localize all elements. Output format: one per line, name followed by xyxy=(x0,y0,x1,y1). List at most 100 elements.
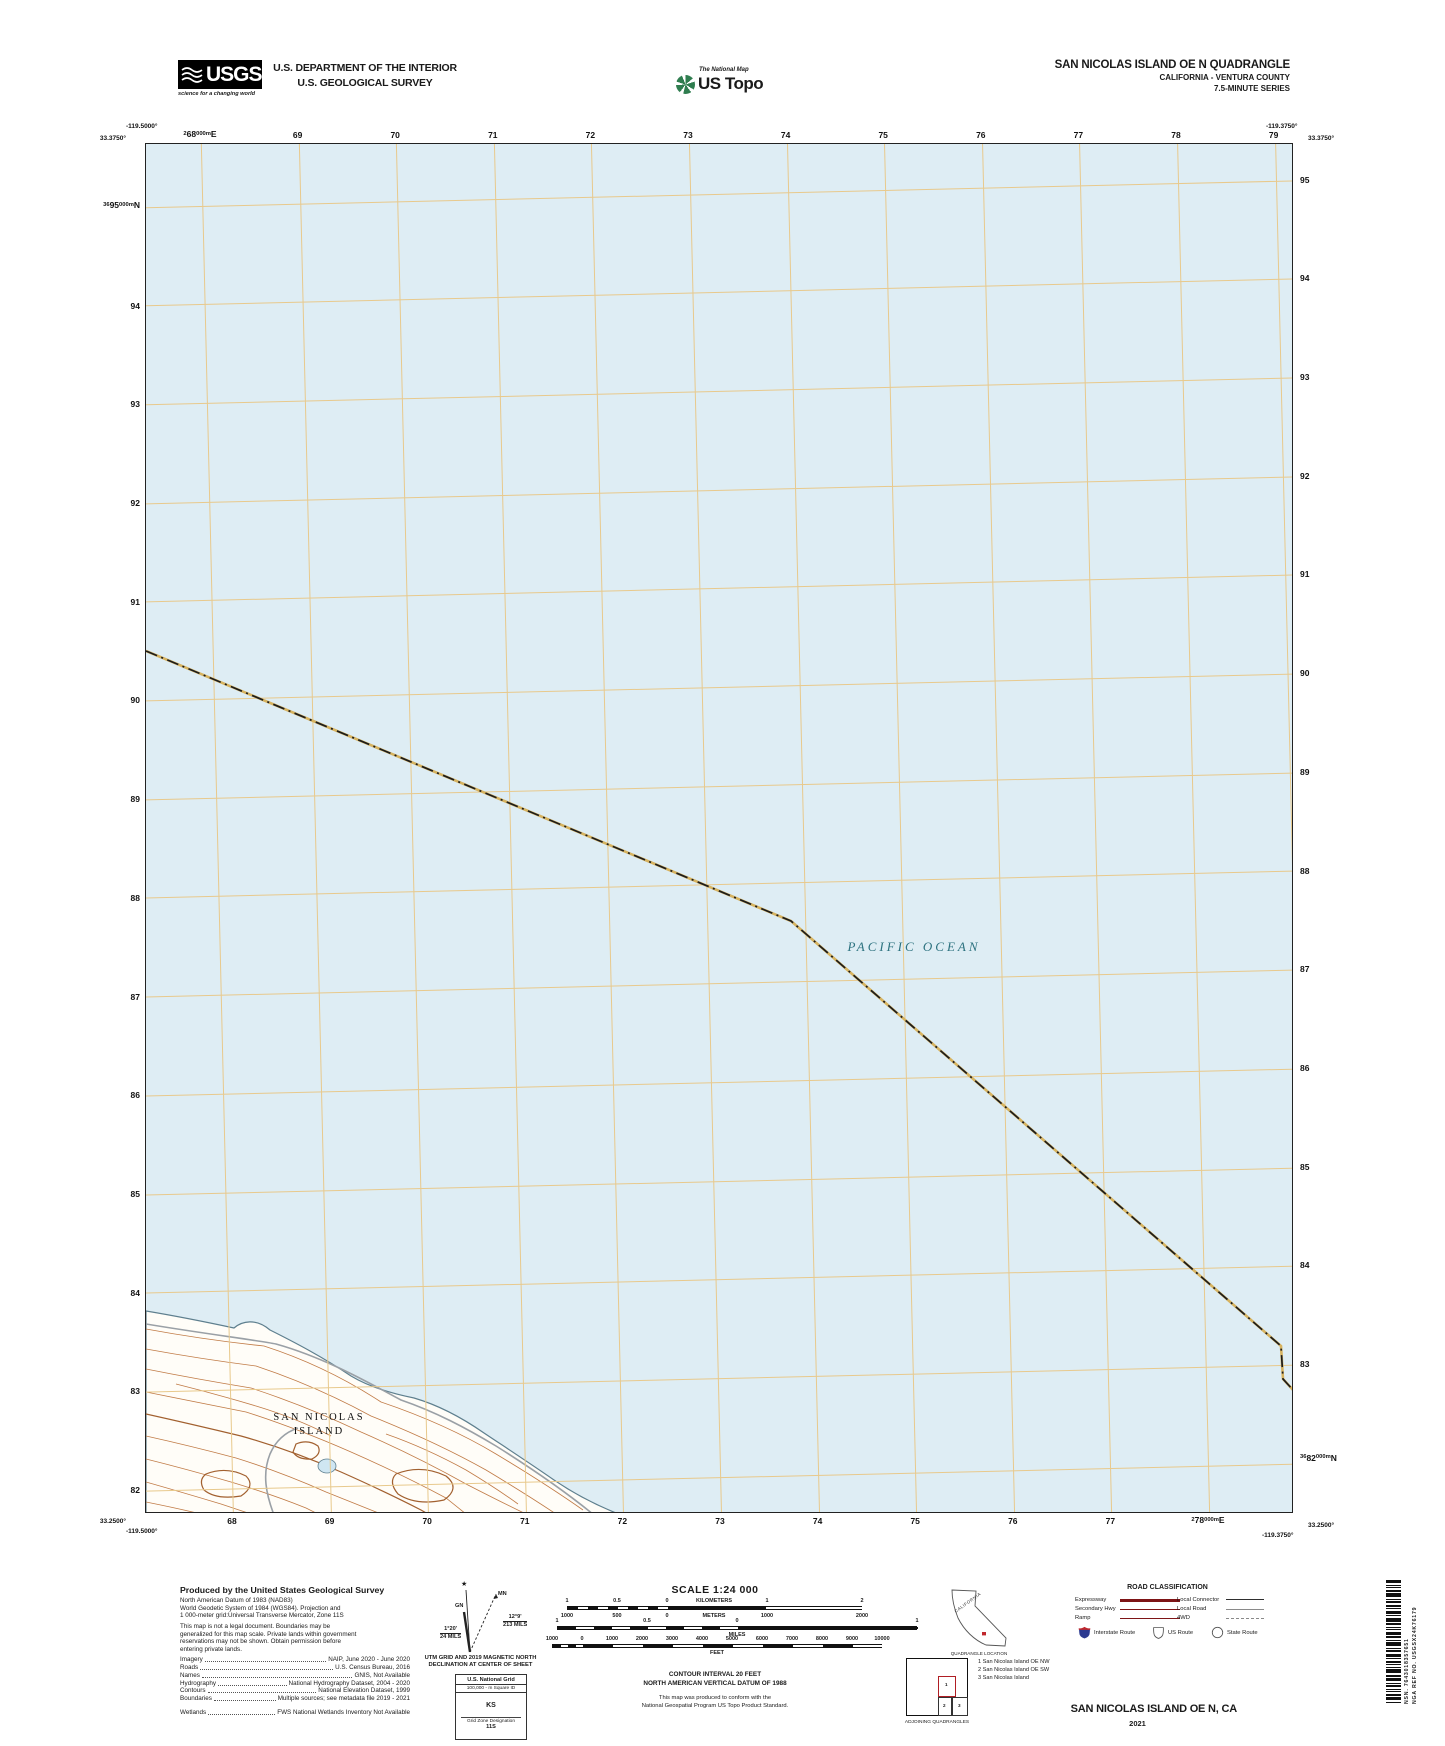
scale-bar-segment xyxy=(658,1607,668,1609)
grid-label-northing: 93 xyxy=(1300,372,1310,382)
grid-label-northing: 88 xyxy=(130,892,140,903)
grid-north-label: GN xyxy=(455,1603,464,1609)
scale-bar-segment xyxy=(673,1645,703,1647)
grid-label-northing: 89 xyxy=(130,794,140,805)
scale-bar-segment xyxy=(648,1627,666,1629)
grid-label-northing: 92 xyxy=(1300,470,1310,481)
corner-bottom-right-lon: -119.3750° xyxy=(1262,1532,1294,1539)
scale-bar-segment xyxy=(763,1645,793,1647)
scale-bar-segment xyxy=(588,1607,598,1609)
grid-label-easting: 72 xyxy=(585,130,596,140)
grid-label-northing: 86 xyxy=(1300,1062,1310,1073)
utm-label-part: 000m xyxy=(196,130,211,137)
scale-bar-segment xyxy=(720,1627,738,1629)
us-route-label: US Route xyxy=(1168,1630,1194,1636)
scale-bar-segment xyxy=(684,1627,702,1629)
gn-degrees: 1°20' xyxy=(440,1626,462,1634)
text-line: 1 San Nicolas Island OE NW xyxy=(978,1659,1050,1665)
barcode-nsn: NSN. 7643018357651 xyxy=(1404,1638,1410,1704)
scale-number: 0.5 xyxy=(643,1618,651,1624)
grid-label-northing: 87 xyxy=(1300,964,1310,975)
scale-bar-segment xyxy=(793,1645,823,1647)
mn-declination-value: 12°9' 213 MILS xyxy=(503,1614,528,1628)
scale-number: 9000 xyxy=(845,1636,859,1642)
grid-label-northing: 86 xyxy=(130,1090,140,1101)
data-source-row: Wetlands FWS National Wetlands Inventory … xyxy=(180,1709,410,1717)
adjoining-quadrangles-box xyxy=(906,1658,968,1716)
dept-line-1: U.S. DEPARTMENT OF THE INTERIOR xyxy=(273,62,457,74)
adjoining-number-2: 2 xyxy=(943,1703,946,1708)
adjoining-number-3: 3 xyxy=(958,1703,961,1708)
island-terrain xyxy=(146,1310,616,1512)
dotted-leader xyxy=(218,1684,287,1686)
data-source-value: National Elevation Dataset, 1999 xyxy=(318,1687,410,1695)
scale-unit: KILOMETERS xyxy=(695,1598,733,1604)
miles-bar xyxy=(557,1626,918,1630)
grid-label-easting: 73 xyxy=(683,130,693,140)
utm-label-part: 95 xyxy=(109,200,120,210)
grid-label-northing: 84 xyxy=(130,1287,140,1298)
barcode-stripe xyxy=(1386,1650,1401,1652)
barcode-stripe xyxy=(1386,1701,1401,1703)
quadrangle-location-marker xyxy=(982,1632,986,1636)
quadrangle-location-caption: QUADRANGLE LOCATION xyxy=(950,1651,1008,1656)
scale-unit: FEET xyxy=(709,1650,725,1656)
dotted-leader xyxy=(201,1676,353,1678)
grid-label-easting: 68 xyxy=(227,1516,237,1526)
scale-number: 1 xyxy=(915,1618,919,1624)
scale-bar-segment xyxy=(575,1645,583,1647)
dotted-leader xyxy=(213,1700,276,1702)
utm-label-part: N xyxy=(1330,1452,1337,1463)
vertical-datum: NORTH AMERICAN VERTICAL DATUM OF 1988 xyxy=(643,1680,787,1687)
dept-line-2: U.S. GEOLOGICAL SURVEY xyxy=(297,77,433,89)
barcode-stripe xyxy=(1386,1639,1401,1641)
grid-label-easting: 75 xyxy=(878,130,888,140)
grid-label-northing: 85 xyxy=(1300,1161,1310,1172)
scale-number: 0 xyxy=(580,1636,584,1642)
barcode-stripe xyxy=(1386,1647,1401,1649)
scale-number: 0 xyxy=(665,1613,669,1619)
secondary-hwy-line xyxy=(1120,1609,1180,1610)
utm-label-part: E xyxy=(210,129,217,139)
scale-number: 8000 xyxy=(815,1636,829,1642)
scale-unit: MILES xyxy=(728,1632,746,1638)
us-route-shield-icon xyxy=(1153,1627,1164,1639)
state-route-circle-icon xyxy=(1211,1626,1224,1639)
quadrangle-series: 7.5-MINUTE SERIES xyxy=(1213,84,1290,93)
utm-label-part: 36 xyxy=(1300,1454,1307,1461)
kilometer-meter-bar xyxy=(567,1606,863,1610)
scale-bar-segment xyxy=(643,1645,673,1647)
data-source-label: Contours xyxy=(180,1687,206,1695)
utm-label-part: 2 xyxy=(183,130,187,137)
scale-unit: METERS xyxy=(702,1613,726,1619)
dotted-leader xyxy=(200,1669,334,1671)
expressway-line xyxy=(1120,1599,1180,1602)
utm-label-part: 000m xyxy=(1315,1454,1331,1461)
grid-label-northing: 83 xyxy=(130,1386,140,1397)
scale-number: 0 xyxy=(665,1598,669,1604)
barcode-stripe xyxy=(1386,1617,1401,1622)
quadrangle-subtitle: CALIFORNIA - VENTURA COUNTY xyxy=(1159,73,1290,82)
scale-bar-segment xyxy=(702,1627,720,1629)
scale-bar-segment xyxy=(630,1627,648,1629)
scale-bar-segment xyxy=(594,1627,612,1629)
text-line: generalized for this map scale. Private … xyxy=(180,1630,357,1638)
adjoining-quadrangles-caption: ADJOINING QUADRANGLES xyxy=(904,1720,970,1725)
barcode-stripe xyxy=(1386,1688,1401,1690)
utm-label-part: 68 xyxy=(186,129,197,139)
scale-number: 1000 xyxy=(545,1636,559,1642)
grid-label-easting: 77 xyxy=(1073,130,1084,140)
barcode-stripe xyxy=(1386,1584,1401,1586)
sheet-title: SAN NICOLAS ISLAND OE N, CA xyxy=(1070,1703,1238,1715)
scale-number: 7000 xyxy=(785,1636,799,1642)
usgs-tagline: science for a changing world xyxy=(178,91,256,97)
corner-top-left-lon: -119.5000° xyxy=(126,123,158,130)
conformance-line2: National Geospatial Program US Topo Prod… xyxy=(641,1703,789,1709)
barcode-stripe xyxy=(1386,1691,1401,1692)
text-line: World Geodetic System of 1984 (WGS84). P… xyxy=(180,1604,341,1612)
feet-bar xyxy=(552,1644,883,1648)
scale-bar-segment xyxy=(560,1645,568,1647)
grid-label-northing: 87 xyxy=(130,991,140,1002)
data-source-row: Names GNIS, Not Available xyxy=(180,1672,410,1680)
scale-number: 0 xyxy=(735,1618,739,1624)
